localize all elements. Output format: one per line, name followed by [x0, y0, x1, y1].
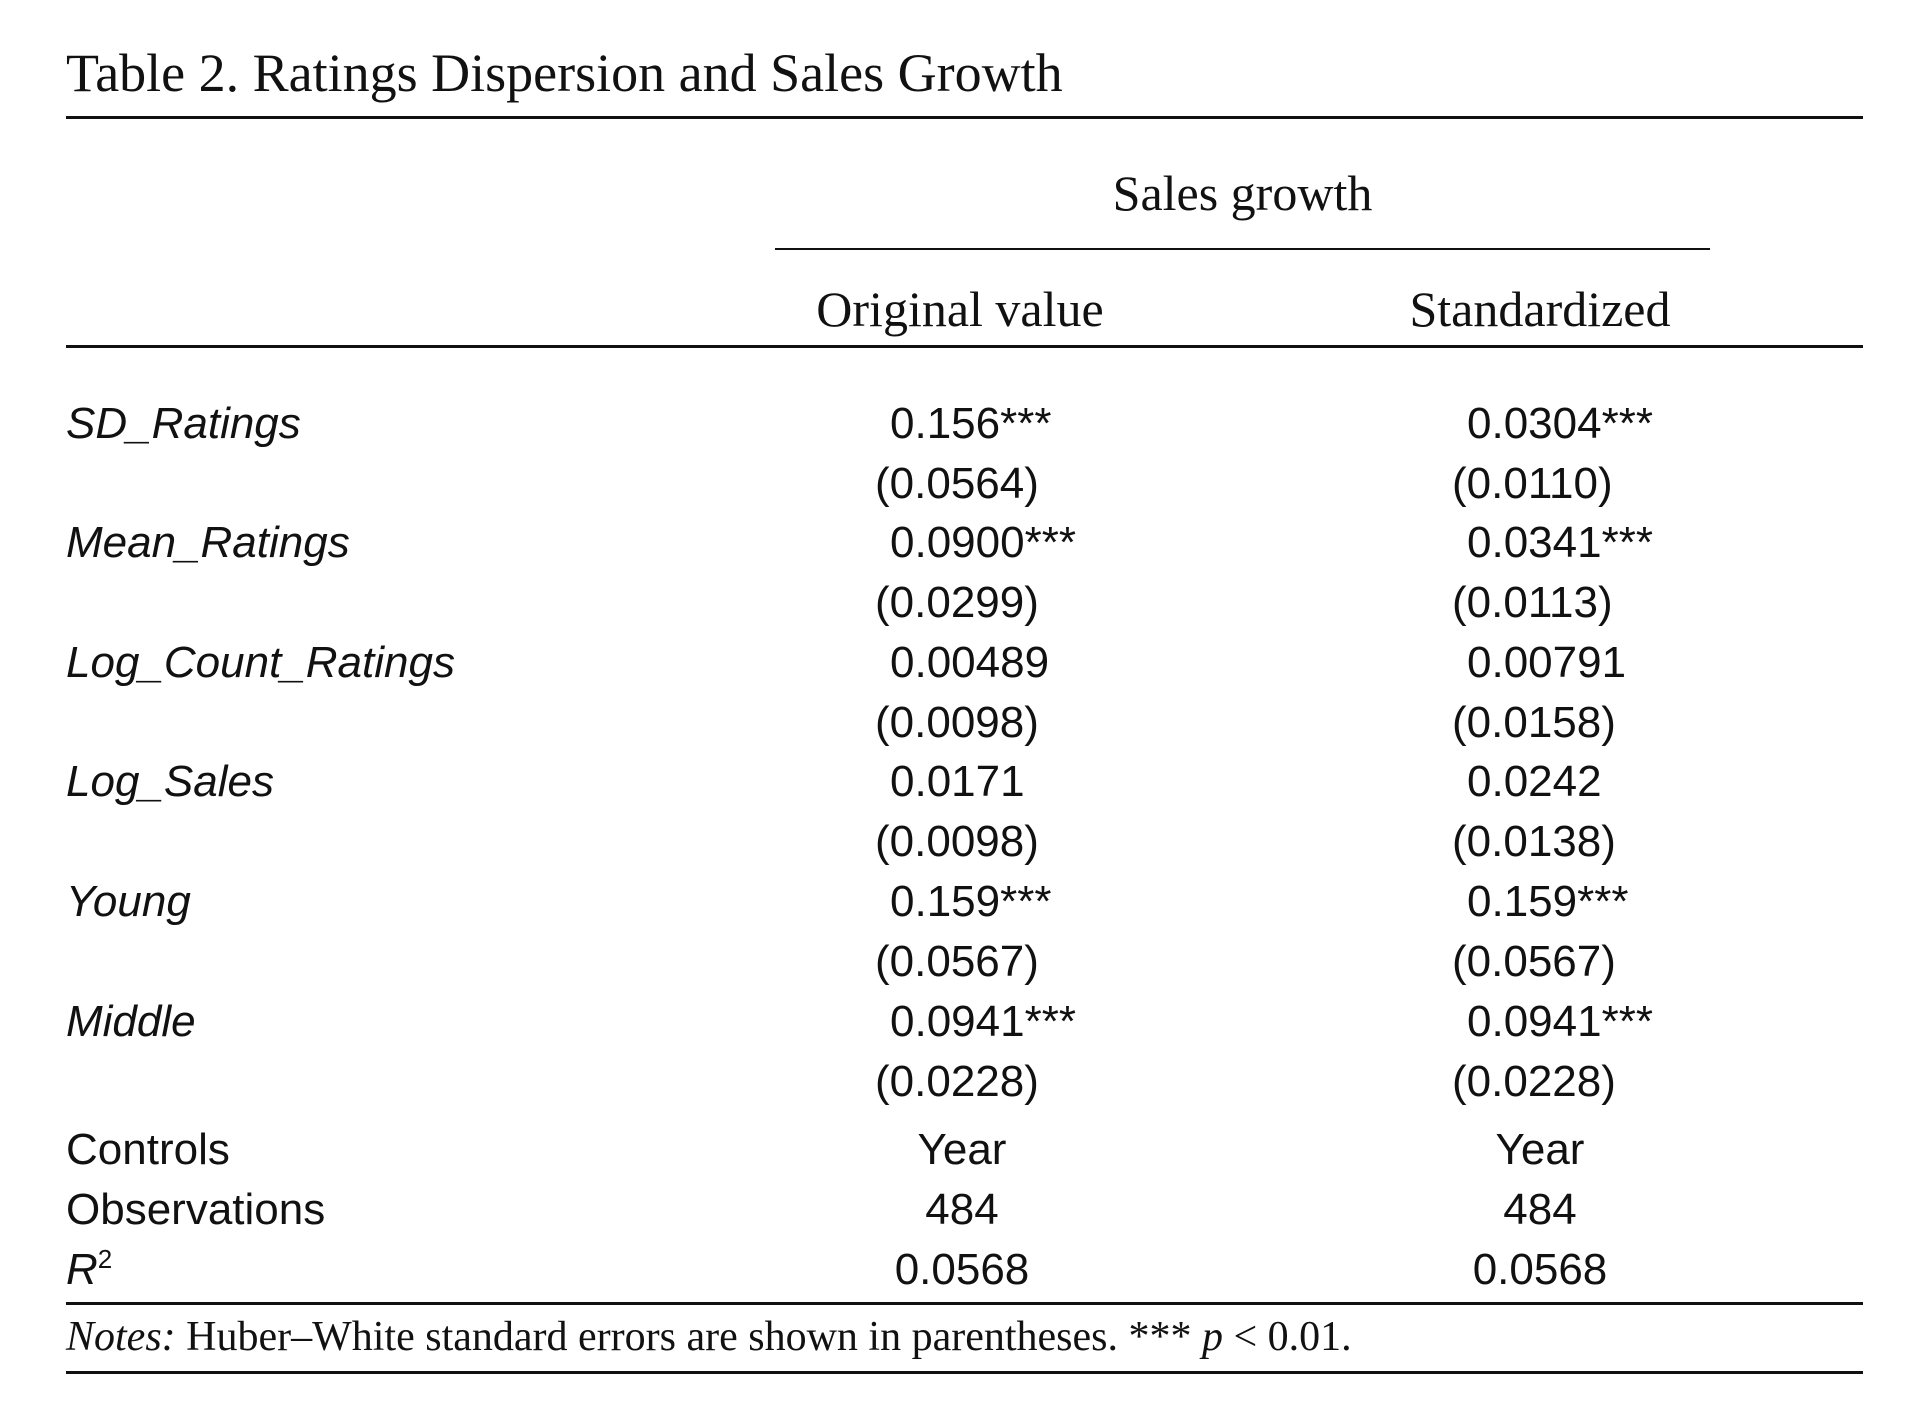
footer-cell: 484 [925, 1185, 999, 1234]
coef-cell: 0.156*** [890, 399, 1052, 448]
table-notes: Notes: Huber–White standard errors are s… [66, 1316, 1352, 1358]
coef-cell: 0.0341*** [1467, 518, 1653, 567]
row-label-log-sales: Log_Sales [66, 757, 274, 806]
footer-cell: Year [1495, 1125, 1585, 1174]
se-cell: (0.0228) [875, 1057, 1039, 1106]
se-cell: (0.0567) [1452, 937, 1616, 986]
coef-cell: 0.00791 [1467, 638, 1627, 687]
se-cell: (0.0228) [1452, 1057, 1616, 1106]
row-label-log-count-ratings: Log_Count_Ratings [66, 638, 455, 687]
row-label-young: Young [66, 877, 191, 926]
notes-rule [66, 1371, 1863, 1374]
coef-cell: 0.0941*** [890, 997, 1076, 1046]
row-label-r-squared: R2 [66, 1245, 112, 1294]
notes-lead: Notes: [66, 1314, 176, 1360]
coef-cell: 0.00489 [890, 638, 1050, 687]
se-cell: (0.0098) [875, 698, 1039, 747]
footer-cell: Year [917, 1125, 1007, 1174]
table-title: Table 2. Ratings Dispersion and Sales Gr… [66, 43, 1063, 103]
se-cell: (0.0567) [875, 937, 1039, 986]
column-group-header: Sales growth [1112, 165, 1373, 221]
notes-p: p [1202, 1314, 1223, 1360]
se-cell: (0.0299) [875, 578, 1039, 627]
column-group-rule [775, 248, 1710, 250]
se-cell: (0.0113) [1452, 578, 1613, 627]
footer-cell: 0.0568 [1472, 1245, 1608, 1294]
notes-tail: < 0.01. [1223, 1314, 1352, 1360]
bottom-rule [66, 1302, 1863, 1305]
footer-cell: 484 [1503, 1185, 1577, 1234]
coef-cell: 0.159*** [1467, 877, 1629, 926]
coef-cell: 0.0941*** [1467, 997, 1653, 1046]
row-label-sd-ratings: SD_Ratings [66, 399, 301, 448]
coef-cell: 0.159*** [890, 877, 1052, 926]
row-label-controls: Controls [66, 1125, 230, 1174]
coef-cell: 0.0304*** [1467, 399, 1653, 448]
r-squared-symbol: R [66, 1245, 98, 1294]
notes-text: Huber–White standard errors are shown in… [175, 1314, 1202, 1360]
footer-cell: 0.0568 [894, 1245, 1030, 1294]
se-cell: (0.0098) [875, 817, 1039, 866]
coef-cell: 0.0242 [1467, 757, 1602, 806]
coef-cell: 0.0171 [890, 757, 1025, 806]
se-cell: (0.0138) [1452, 817, 1616, 866]
se-cell: (0.0158) [1452, 698, 1616, 747]
row-label-middle: Middle [66, 997, 196, 1046]
se-cell: (0.0110) [1452, 459, 1613, 508]
top-rule [66, 116, 1863, 119]
se-cell: (0.0564) [875, 459, 1039, 508]
row-label-mean-ratings: Mean_Ratings [66, 518, 350, 567]
r-squared-superscript: 2 [97, 1244, 113, 1274]
row-label-observations: Observations [66, 1185, 326, 1234]
header-rule [66, 345, 1863, 348]
coef-cell: 0.0900*** [890, 518, 1076, 567]
column-header-original: Original value [816, 281, 1104, 337]
column-header-standardized: Standardized [1409, 281, 1671, 337]
